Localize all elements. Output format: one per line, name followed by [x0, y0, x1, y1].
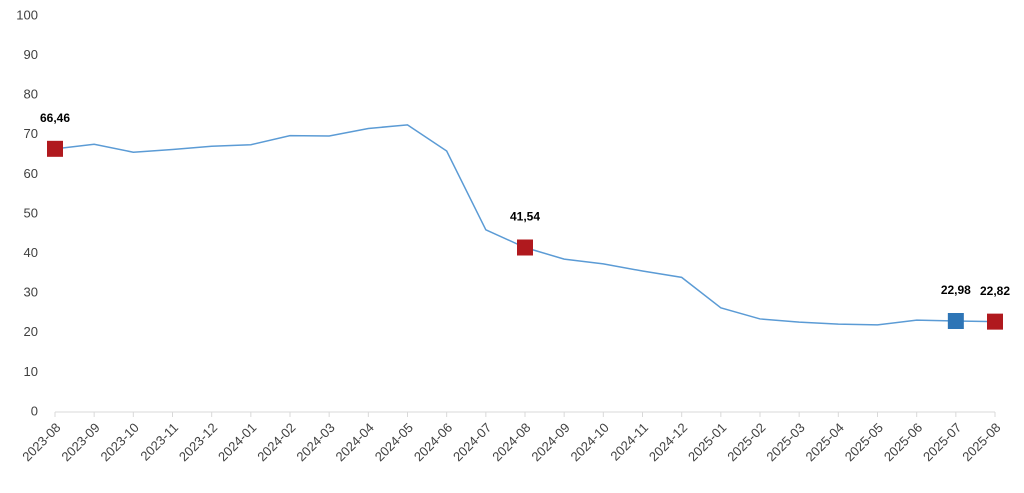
point-marker [47, 140, 63, 157]
x-tick-label: 2023-11 [137, 420, 181, 464]
y-tick-label: 40 [24, 245, 38, 260]
y-tick-label: 90 [24, 47, 38, 62]
x-tick-label: 2025-02 [724, 420, 768, 464]
value-label: 22,98 [941, 283, 971, 297]
x-tick-label: 2024-03 [293, 420, 337, 464]
x-tick-label: 2023-08 [19, 420, 63, 464]
x-tick-label: 2024-12 [646, 420, 690, 464]
x-tick-label: 2024-04 [333, 420, 377, 464]
x-tick-label: 2025-06 [881, 420, 925, 464]
x-tick-label: 2025-01 [685, 420, 729, 464]
x-tick-label: 2024-10 [568, 420, 612, 464]
x-tick-label: 2025-07 [920, 420, 964, 464]
x-tick-label: 2024-08 [489, 420, 533, 464]
point-marker [987, 313, 1003, 330]
value-label: 66,46 [40, 111, 70, 125]
x-tick-label: 2024-05 [372, 420, 416, 464]
point-marker [947, 312, 964, 329]
x-tick-label: 2025-04 [803, 420, 847, 464]
y-tick-label: 70 [24, 126, 38, 141]
x-tick-label: 2024-01 [215, 420, 259, 464]
x-tick-label: 2024-02 [254, 420, 298, 464]
x-tick-label: 2024-09 [528, 420, 572, 464]
y-tick-label: 30 [24, 285, 38, 300]
x-tick-label: 2023-10 [98, 420, 142, 464]
series-line [54, 124, 996, 326]
x-tick-label: 2023-12 [176, 420, 220, 464]
x-tick-label: 2024-11 [607, 420, 651, 464]
y-tick-label: 60 [24, 166, 38, 181]
y-tick-label: 80 [24, 87, 38, 102]
y-tick-label: 10 [24, 364, 38, 379]
x-tick-label: 2024-07 [450, 420, 494, 464]
y-tick-label: 100 [16, 7, 38, 22]
y-tick-label: 50 [24, 205, 38, 220]
value-label: 22,82 [980, 284, 1010, 298]
x-tick-label: 2025-08 [959, 420, 1003, 464]
x-tick-label: 2025-03 [763, 420, 807, 464]
x-tick-label: 2024-06 [411, 420, 455, 464]
x-tick-label: 2023-09 [58, 420, 102, 464]
y-tick-label: 0 [31, 403, 38, 418]
x-tick-label: 2025-05 [842, 420, 886, 464]
y-tick-label: 20 [24, 324, 38, 339]
point-marker [517, 239, 533, 256]
value-label: 41,54 [510, 210, 540, 224]
